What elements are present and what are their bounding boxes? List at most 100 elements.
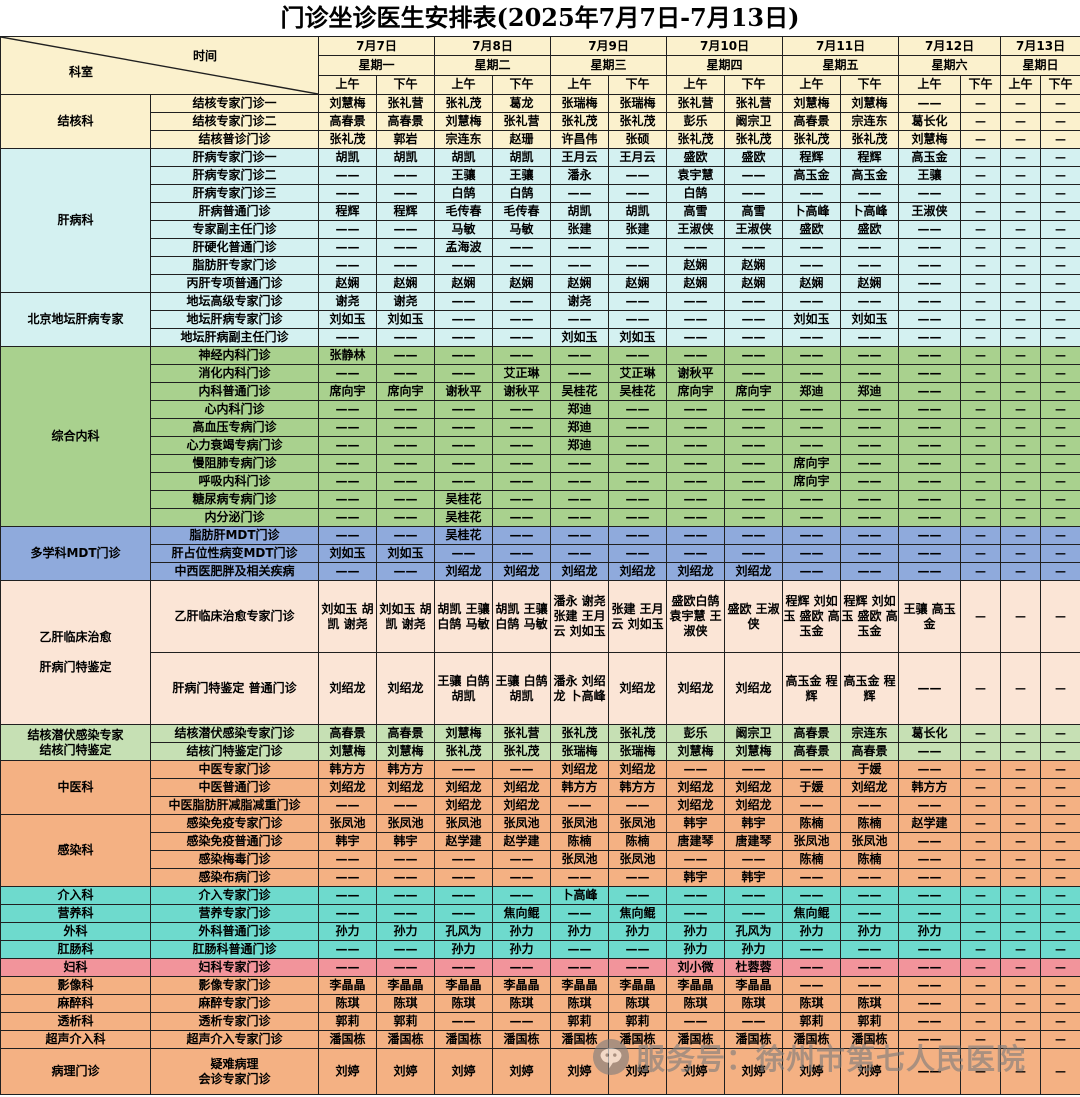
schedule-cell: — [960,742,1002,761]
header-week-7: 星期日 [1000,55,1080,76]
schedule-cell: —— [724,544,784,563]
schedule-cell: —— [782,292,842,311]
schedule-cell: 宗连东 [434,130,494,149]
schedule-cell: —— [782,364,842,383]
schedule-cell: 赵娴 [724,256,784,275]
clinic-cell: 透析专家门诊 [150,1012,319,1031]
schedule-cell: 陈琪 [434,994,494,1013]
schedule-cell: 刘绍龙 [375,778,436,797]
schedule-cell: —— [318,220,377,239]
schedule-cell: 陈琪 [375,994,436,1013]
schedule-cell: — [960,202,1002,221]
schedule-cell: 谢秋平 [434,382,494,401]
clinic-cell: 内分泌门诊 [150,508,319,527]
schedule-cell: 刘绍龙 [724,652,784,725]
schedule-cell: —— [550,796,610,815]
schedule-cell: — [960,526,1002,545]
schedule-cell: 张礼茂 [550,112,610,131]
schedule-cell: —— [724,472,784,491]
schedule-cell: 孙力 [666,940,726,959]
schedule-cell: — [1040,148,1080,167]
schedule-cell: 宗连东 [840,724,900,743]
schedule-cell: —— [898,1048,962,1095]
schedule-cell: 刘婷 [434,1048,494,1095]
schedule-cell: 张礼茂 [608,724,668,743]
schedule-cell: — [960,274,1002,293]
schedule-cell: 刘绍龙 [434,778,494,797]
schedule-cell: —— [724,310,784,329]
header-am-6: 上午 [898,74,962,96]
schedule-cell: —— [840,976,900,995]
schedule-cell: 刘如玉 [550,328,610,347]
schedule-cell: —— [375,940,436,959]
schedule-cell: —— [840,346,900,365]
schedule-cell: — [960,112,1002,131]
schedule-cell: 谢秋平 [492,382,552,401]
schedule-cell: 焦向鲲 [608,904,668,923]
schedule-cell: 宗连东 [840,112,900,131]
schedule-cell: 孙力 [375,922,436,941]
schedule-cell: 韩方方 [375,760,436,779]
header-am-7: 上午 [1000,74,1042,96]
clinic-cell: 疑难病理 会诊专家门诊 [150,1048,319,1095]
schedule-cell: 刘婷 [782,1048,842,1095]
department-cell: 影像科 [0,976,151,995]
diagonal-divider [1,37,318,94]
schedule-cell: 胡凯 王骧 白鹄 马敏 [492,580,552,653]
schedule-cell: — [1040,202,1080,221]
schedule-cell: — [1040,472,1080,491]
schedule-cell: 潘国栋 [434,1030,494,1049]
schedule-cell: 盛欧 [666,148,726,167]
schedule-cell: —— [898,508,962,527]
schedule-cell: 李晶晶 [608,976,668,995]
schedule-cell: —— [608,886,668,905]
schedule-cell: 陈琪 [550,994,610,1013]
schedule-cell: —— [898,418,962,437]
schedule-cell: 孙力 [724,940,784,959]
schedule-cell: — [1040,400,1080,419]
schedule-cell: — [1040,1030,1080,1049]
schedule-cell: 吴桂花 [550,382,610,401]
schedule-cell: —— [840,796,900,815]
schedule-cell: 赵娴 [492,274,552,293]
schedule-cell: —— [782,508,842,527]
schedule-cell: 胡凯 [492,148,552,167]
clinic-cell: 丙肝专项普通门诊 [150,274,319,293]
schedule-cell: —— [840,526,900,545]
schedule-cell: —— [898,904,962,923]
schedule-cell: 焦向鲲 [492,904,552,923]
clinic-cell: 肝硬化普通门诊 [150,238,319,257]
schedule-cell: —— [550,940,610,959]
schedule-cell: —— [840,184,900,203]
schedule-cell: — [960,976,1002,995]
schedule-cell: —— [318,436,377,455]
schedule-cell: —— [492,454,552,473]
schedule-cell: —— [318,490,377,509]
schedule-cell: — [960,256,1002,275]
schedule-cell: — [1000,418,1042,437]
schedule-cell: 韩方方 [608,778,668,797]
schedule-cell: 孙力 [840,922,900,941]
schedule-cell: 于媛 [840,760,900,779]
schedule-cell: 胡凯 [434,148,494,167]
schedule-cell: 盛欧 王淑侠 [724,580,784,653]
schedule-cell: —— [666,310,726,329]
schedule-cell: 高玉金 [840,166,900,185]
schedule-cell: — [1000,400,1042,419]
schedule-cell: 程辉 [782,148,842,167]
schedule-cell: 赵娴 [434,274,494,293]
schedule-cell: 刘如玉 [375,544,436,563]
schedule-cell: 刘绍龙 [434,562,494,581]
schedule-cell: — [960,940,1002,959]
schedule-cell: —— [840,940,900,959]
header-date-4: 7月10日 [666,35,784,57]
schedule-cell: —— [492,400,552,419]
schedule-cell: 刘慧梅 [375,742,436,761]
schedule-cell: —— [608,508,668,527]
schedule-cell: 孙力 [898,922,962,941]
schedule-cell: —— [550,904,610,923]
corner-cell: 科室 时间 [0,36,319,95]
schedule-cell: 陈楠 [608,832,668,851]
schedule-cell: —— [724,454,784,473]
schedule-cell: —— [782,418,842,437]
